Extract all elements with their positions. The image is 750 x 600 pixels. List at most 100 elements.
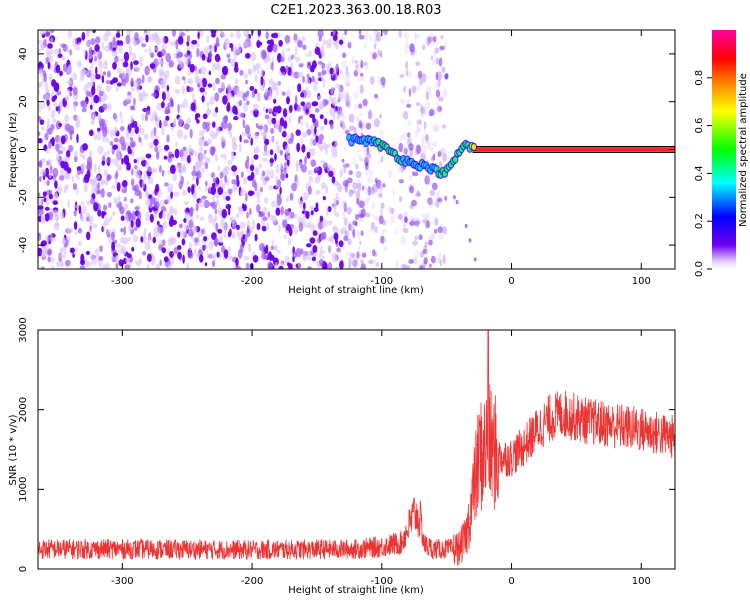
- heatmap-cell: [54, 82, 59, 92]
- heatmap-cell: [350, 252, 355, 259]
- heatmap-cell: [420, 109, 426, 117]
- heatmap-cell: [224, 153, 227, 161]
- snr-series-line: [38, 330, 675, 566]
- carrier-core: [472, 148, 675, 151]
- heatmap-cell: [130, 77, 134, 88]
- heatmap-cell: [201, 228, 205, 235]
- heatmap-cell: [278, 39, 284, 47]
- heatmap-cell: [346, 82, 351, 87]
- heatmap-cell: [45, 200, 50, 206]
- heatmap-cell: [356, 179, 362, 189]
- heatmap-cell: [208, 70, 211, 76]
- heatmap-cell: [427, 39, 431, 46]
- heatmap-cell: [232, 184, 238, 190]
- snr-xlabel: Height of straight line (km): [288, 585, 424, 596]
- heatmap-cell: [435, 82, 438, 91]
- heatmap-cell: [309, 65, 315, 73]
- heatmap-cell: [436, 71, 443, 81]
- heatmap-cell: [309, 205, 314, 211]
- heatmap-cell: [186, 262, 190, 269]
- heatmap-cell: [227, 84, 232, 94]
- heatmap-cell: [225, 195, 231, 201]
- heatmap-cell: [403, 227, 409, 234]
- heatmap-cell: [144, 48, 148, 53]
- heatmap-cell: [153, 167, 158, 173]
- heatmap-cell: [294, 225, 298, 236]
- heatmap-cell: [373, 30, 379, 36]
- heatmap-cell: [124, 213, 129, 224]
- heatmap-cell: [424, 175, 431, 185]
- heatmap-cell: [432, 231, 436, 239]
- heatmap-cell: [198, 186, 201, 191]
- heatmap-cell: [201, 244, 207, 250]
- heatmap-cell: [189, 128, 193, 139]
- heatmap-cell: [57, 185, 63, 195]
- heatmap-cell: [183, 134, 188, 140]
- heatmap-cell: [271, 215, 278, 224]
- heatmap-cell: [198, 199, 205, 208]
- heatmap-cell: [439, 45, 446, 51]
- heatmap-cell: [429, 263, 432, 268]
- heatmap-cell: [173, 118, 177, 126]
- heatmap-cell: [215, 179, 220, 185]
- heatmap-cell: [351, 225, 356, 235]
- heatmap-cell: [220, 74, 226, 80]
- heatmap-cell: [170, 40, 175, 47]
- heatmap-cell: [364, 147, 369, 157]
- heatmap-cell: [80, 215, 85, 223]
- heatmap-cell: [318, 133, 324, 142]
- heatmap-cell: [225, 203, 232, 210]
- heatmap-cell: [357, 246, 361, 253]
- heatmap-cell: [332, 110, 336, 117]
- heatmap-cell: [232, 45, 238, 55]
- heatmap-cell: [114, 55, 119, 63]
- heatmap-cell: [437, 197, 443, 203]
- heatmap-cell: [165, 52, 171, 63]
- heatmap-cell: [335, 83, 341, 88]
- heatmap-cell: [210, 185, 217, 196]
- heatmap-cell: [211, 260, 216, 268]
- heatmap-cell: [403, 110, 409, 120]
- heatmap-cell: [120, 119, 124, 124]
- heatmap-cell: [429, 189, 436, 196]
- heatmap-cell: [119, 57, 126, 64]
- heatmap-cell: [129, 123, 135, 128]
- heatmap-cell: [437, 150, 442, 158]
- heatmap-cell: [256, 92, 261, 102]
- heatmap-cell: [322, 78, 326, 88]
- heatmap-cell: [275, 164, 280, 174]
- heatmap-cell: [252, 219, 255, 230]
- heatmap-cell: [227, 159, 233, 166]
- heatmap-cell: [305, 210, 310, 220]
- heatmap-cell: [409, 48, 416, 56]
- heatmap-cell: [219, 179, 223, 189]
- heatmap-cell: [128, 51, 133, 57]
- heatmap-cell: [203, 46, 210, 55]
- heatmap-cell: [284, 34, 291, 44]
- heatmap-cell: [306, 73, 310, 79]
- heatmap-cell: [252, 254, 259, 263]
- heatmap-cell: [264, 197, 269, 204]
- heatmap-cell: [183, 218, 187, 223]
- heatmap-cell: [387, 170, 393, 179]
- heatmap-cell: [215, 222, 219, 232]
- heatmap-cell: [143, 133, 149, 140]
- heatmap-cell: [188, 219, 194, 229]
- heatmap-cell: [136, 84, 140, 93]
- heatmap-cell: [302, 75, 305, 83]
- heatmap-cell: [98, 256, 104, 261]
- heatmap-cell: [284, 208, 290, 216]
- heatmap-cell: [184, 211, 190, 220]
- heatmap-cell: [133, 97, 136, 106]
- heatmap-cell: [204, 149, 207, 154]
- heatmap-cell: [59, 141, 63, 149]
- heatmap-cell: [406, 262, 411, 269]
- heatmap-cell: [162, 239, 166, 247]
- heatmap-cell: [413, 255, 417, 265]
- heatmap-cell: [88, 150, 93, 158]
- heatmap-cell: [442, 151, 448, 161]
- heatmap-cell: [223, 249, 229, 259]
- heatmap-cell: [139, 156, 146, 161]
- heatmap-cell: [138, 123, 142, 133]
- heatmap-cell: [299, 115, 303, 120]
